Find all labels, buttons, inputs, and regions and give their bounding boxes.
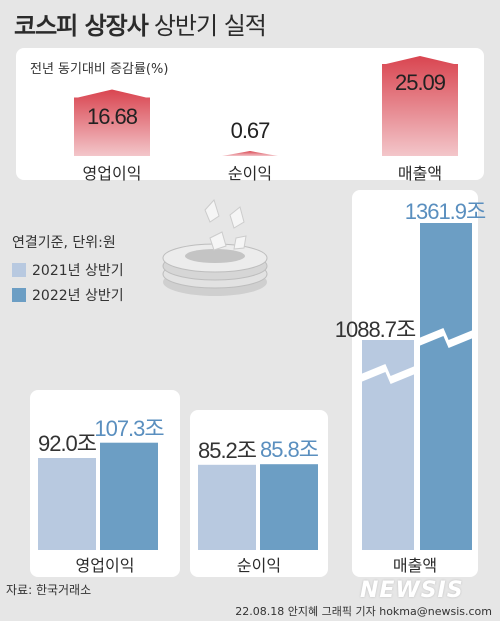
axis-break-0 xyxy=(361,364,415,384)
growth-category-label-2: 매출액 xyxy=(397,164,443,183)
bar-value-label-2-0: 1088.7조 xyxy=(334,317,417,342)
growth-bar-1 xyxy=(222,151,278,156)
legend-2022: 2022년 상반기 xyxy=(12,285,124,305)
growth-value-label-1: 0.67 xyxy=(230,118,271,143)
growth-caption: 전년 동기대비 증감률(%) xyxy=(30,62,169,77)
legend-label-2021: 2021년 상반기 xyxy=(32,263,124,279)
growth-category-label-0: 영업이익 xyxy=(82,164,142,183)
source-text: 자료: 한국거래소 xyxy=(6,583,92,597)
bar-value-label-1-1: 85.8조 xyxy=(259,437,319,463)
coin-stack-icon xyxy=(162,199,268,296)
axis-break-1 xyxy=(419,328,473,348)
bar-value-label-2-1: 1361.9조 xyxy=(404,199,487,224)
bar-1-1 xyxy=(260,464,318,550)
bar-value-label-0-0: 92.0조 xyxy=(37,431,97,456)
page-title: 코스피 상장사 상반기 실적 xyxy=(14,6,267,41)
bar-1-0 xyxy=(198,464,256,550)
growth-bar-2 xyxy=(382,56,458,156)
growth-value-label-0: 16.68 xyxy=(86,103,138,129)
growth-bar-0 xyxy=(74,89,150,156)
main-category-label-0: 영업이익 xyxy=(75,556,135,575)
main-category-label-1: 순이익 xyxy=(236,556,282,575)
growth-value-label-2: 25.09 xyxy=(394,70,446,95)
bar-2-1 xyxy=(420,223,472,550)
growth-category-label-1: 순이익 xyxy=(227,164,273,183)
bar-0-0 xyxy=(38,458,96,550)
main-category-label-2: 매출액 xyxy=(392,556,438,575)
bar-value-label-1-0: 85.2조 xyxy=(197,437,257,463)
legend-2021: 2021년 상반기 xyxy=(12,260,124,280)
legend-swatch-2022 xyxy=(12,288,26,302)
legend-swatch-2021 xyxy=(12,263,26,277)
bar-value-label-0-1: 107.3조 xyxy=(94,415,164,441)
title-bold: 코스피 상장사 xyxy=(14,12,149,40)
newsis-logo: NEWSIS xyxy=(360,578,464,603)
legend-label-2022: 2022년 상반기 xyxy=(32,288,124,304)
credit-text: 22.08.18 안지혜 그래픽 기자 hokma@newsis.com xyxy=(235,605,492,618)
unit-note: 연결기준, 단위:원 xyxy=(12,235,116,251)
bar-0-1 xyxy=(100,442,158,550)
title-rest: 상반기 실적 xyxy=(153,12,267,40)
